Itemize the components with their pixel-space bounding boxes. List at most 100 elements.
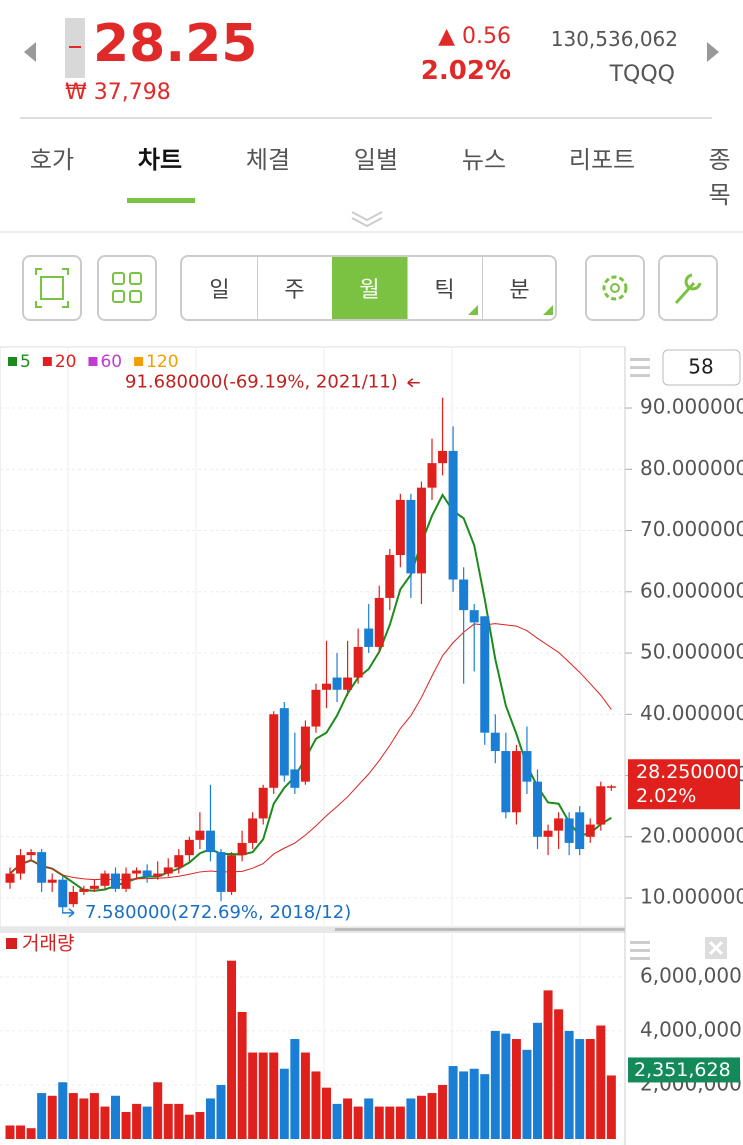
prev-arrow[interactable] <box>24 42 36 62</box>
candle-body <box>406 499 416 574</box>
count-box[interactable] <box>662 349 741 386</box>
volume-bar <box>248 1052 258 1139</box>
period-button[interactable]: 주 <box>257 257 333 319</box>
y-tick-label: 6,000,000 <box>640 963 742 987</box>
volume-bar <box>480 1074 490 1139</box>
volume-bar <box>184 1114 194 1139</box>
fullscreen-button[interactable] <box>22 255 82 321</box>
legend-label: 5 <box>20 352 31 372</box>
volume-bar <box>501 1033 511 1139</box>
annotation-arrow <box>62 908 75 918</box>
legend-swatch <box>42 357 52 366</box>
volume-bar <box>332 1103 342 1139</box>
volume-bar <box>543 990 553 1139</box>
volume-bar <box>364 1098 374 1139</box>
next-arrow[interactable] <box>707 42 719 62</box>
price-box-change: 2.02% <box>636 785 696 807</box>
volume-bar <box>121 1111 131 1139</box>
candle-body <box>121 873 131 889</box>
expand-chevron <box>351 217 383 228</box>
candle-body <box>248 818 258 843</box>
candle-body <box>469 610 479 623</box>
legend-swatch <box>134 357 144 366</box>
candle-body <box>100 873 110 886</box>
chart: 10.00000020.00000030.00000040.00000050.0… <box>0 346 743 1145</box>
volume-bar <box>438 1084 448 1139</box>
volume-bar <box>300 1052 310 1139</box>
candle-body <box>395 499 405 556</box>
volume-bar <box>269 1052 279 1139</box>
tab[interactable]: 체결 <box>245 146 291 174</box>
settings-button[interactable] <box>585 255 645 321</box>
candle-body <box>269 714 279 788</box>
ticker: TQQQ <box>609 62 675 87</box>
candle-body <box>511 751 521 813</box>
panel-splitter[interactable] <box>0 927 625 933</box>
price-box-label: 28.250000 <box>636 761 739 783</box>
period-button[interactable]: 틱 <box>407 257 483 319</box>
candle-body <box>564 818 574 843</box>
candle-body <box>575 812 585 850</box>
menu-icon[interactable] <box>630 941 650 960</box>
volume-bar <box>385 1106 395 1139</box>
volume-bar <box>596 1025 606 1139</box>
volume-bar <box>79 1098 89 1139</box>
tab[interactable]: 호가 <box>29 146 75 174</box>
candle-body <box>227 855 237 892</box>
legend-label: 60 <box>100 352 122 372</box>
volume-box <box>628 1057 740 1083</box>
candle-body <box>480 616 490 733</box>
scrollbar[interactable] <box>335 928 625 931</box>
candle-body <box>374 597 384 647</box>
candle-body <box>490 732 500 752</box>
volume-bar <box>100 1106 110 1139</box>
candle-body <box>195 830 205 840</box>
volume-bar <box>174 1103 184 1139</box>
volume-bar <box>111 1095 120 1139</box>
change-pct: 2.02% <box>420 56 511 86</box>
volume-legend-swatch <box>6 938 17 949</box>
period-button[interactable]: 일 <box>182 257 258 319</box>
price: 28.25 <box>93 14 258 74</box>
period-button[interactable]: 월 <box>332 257 408 319</box>
volume: 130,536,062 <box>550 27 678 51</box>
candle-body <box>58 879 68 908</box>
volume-bar <box>142 1106 152 1139</box>
candle-body <box>89 885 99 889</box>
candle-body <box>290 769 300 788</box>
y-tick-label: 80.000000 <box>640 456 743 480</box>
volume-bar <box>490 1030 500 1139</box>
candle-body <box>68 891 78 905</box>
volume-bar <box>153 1082 163 1139</box>
tab[interactable]: 뉴스 <box>461 146 507 174</box>
tab[interactable]: 종목 <box>708 146 731 209</box>
volume-bar <box>554 1009 564 1139</box>
volume-bar <box>37 1093 47 1139</box>
y-tick-label: 60.000000 <box>640 578 743 602</box>
submenu-marker <box>468 305 478 315</box>
tab[interactable]: 차트 <box>137 146 183 174</box>
tools-button[interactable] <box>658 255 718 321</box>
layout-button[interactable] <box>97 255 157 321</box>
menu-icon[interactable] <box>630 358 650 377</box>
legend-swatch <box>88 357 98 366</box>
candle-body <box>364 628 374 647</box>
candle-body <box>47 879 57 883</box>
candle-body <box>459 579 469 611</box>
high-annotation: 91.680000(-69.19%, 2021/11) <box>125 372 398 393</box>
tab[interactable]: 일별 <box>353 146 399 174</box>
volume-bar <box>459 1071 469 1139</box>
candle-body <box>438 450 448 464</box>
price-panel <box>0 346 626 928</box>
volume-bar <box>227 960 237 1139</box>
candle-body <box>606 786 616 788</box>
candle-body <box>522 751 532 782</box>
expand-chevron[interactable] <box>351 211 383 222</box>
volume-bar <box>564 1030 574 1139</box>
tab[interactable]: 리포트 <box>568 146 636 174</box>
volume-bar <box>205 1098 215 1139</box>
ma-line <box>9 623 612 881</box>
period-button[interactable]: 분 <box>482 257 555 319</box>
volume-bar <box>68 1093 78 1139</box>
